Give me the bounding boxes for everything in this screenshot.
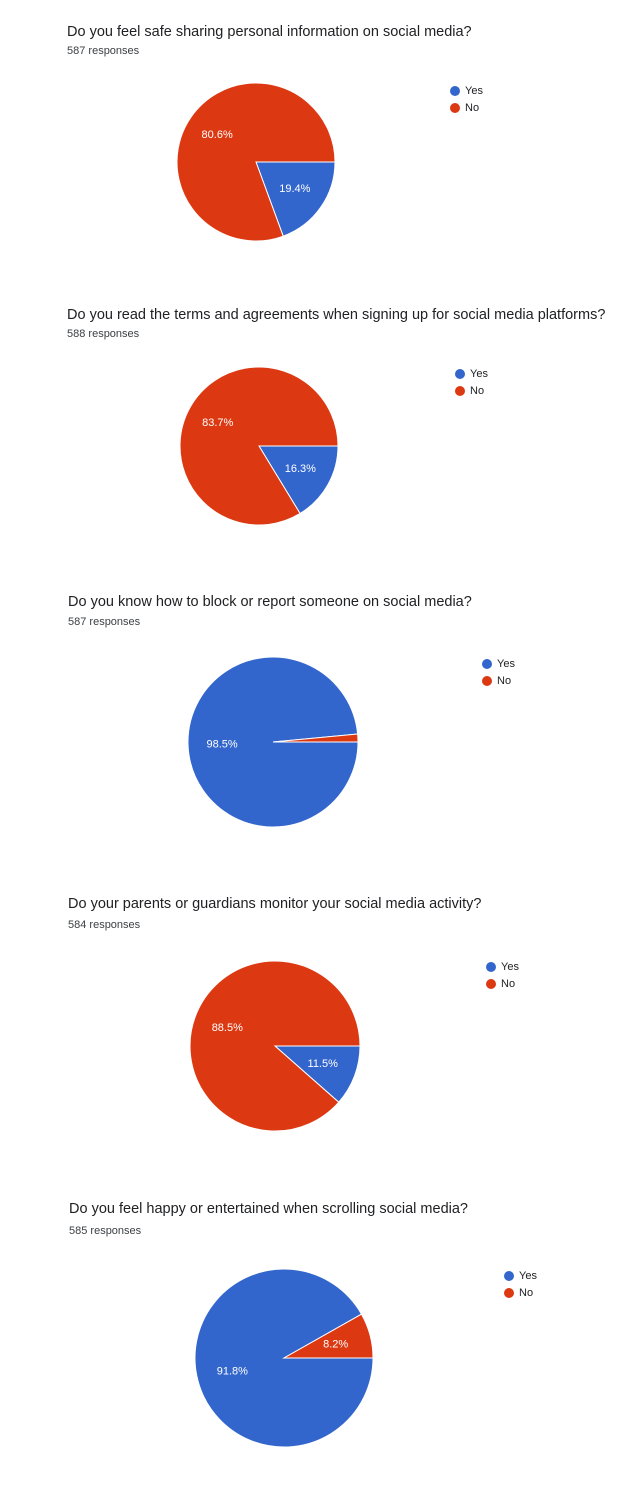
legend-label: Yes: [519, 1269, 537, 1282]
slice-label: 91.8%: [217, 1366, 248, 1378]
legend-item-no: No: [482, 672, 515, 689]
chart-title: Do you know how to block or report someo…: [68, 594, 472, 610]
chart-panel: Do you know how to block or report someo…: [0, 570, 622, 870]
legend-label: Yes: [465, 84, 483, 97]
legend-dot-icon: [450, 85, 460, 96]
legend-item-yes: Yes: [482, 655, 515, 672]
legend-label: Yes: [470, 367, 488, 380]
chart-panel: Do you feel safe sharing personal inform…: [0, 0, 622, 300]
legend-item-no: No: [504, 1284, 537, 1301]
chart-legend: Yes No: [450, 82, 483, 116]
pie-chart: 16.3% 83.7%: [179, 366, 339, 526]
pie-slice-no: [272, 733, 359, 743]
chart-legend: Yes No: [504, 1267, 537, 1301]
legend-dot-icon: [450, 102, 460, 113]
chart-legend: Yes No: [486, 958, 519, 992]
slice-label: 80.6%: [202, 129, 233, 141]
pie-slice-no: [282, 1313, 374, 1359]
slice-label: 83.7%: [202, 417, 233, 429]
pie-chart: 19.4% 80.6%: [176, 82, 336, 242]
slice-label: 11.5%: [308, 1058, 339, 1070]
pie-chart: 11.5% 88.5%: [189, 960, 361, 1132]
legend-dot-icon: [486, 961, 496, 972]
response-count: 585 responses: [69, 1225, 142, 1237]
legend-label: No: [470, 384, 485, 397]
pie-slice-yes: [255, 161, 336, 237]
legend-label: No: [501, 977, 516, 990]
legend-dot-icon: [482, 675, 492, 686]
legend-dot-icon: [504, 1287, 514, 1298]
legend-item-no: No: [486, 975, 519, 992]
pie-slice-no: [189, 960, 361, 1132]
pie-slice-yes: [258, 445, 339, 515]
chart-legend: Yes No: [482, 655, 515, 689]
pie-chart: 91.8% 8.2%: [194, 1268, 374, 1448]
response-count: 588 responses: [67, 328, 140, 340]
legend-label: Yes: [497, 657, 515, 670]
legend-item-yes: Yes: [455, 365, 488, 382]
legend-item-no: No: [455, 382, 488, 399]
slice-label: 16.3%: [285, 463, 316, 475]
legend-dot-icon: [455, 368, 465, 379]
legend-dot-icon: [504, 1270, 514, 1281]
legend-label: No: [519, 1286, 534, 1299]
response-count: 584 responses: [68, 919, 141, 931]
legend-item-yes: Yes: [504, 1267, 537, 1284]
slice-label: 98.5%: [206, 738, 237, 750]
slice-label: 88.5%: [212, 1022, 243, 1034]
pie-slice-no: [176, 82, 336, 242]
response-count: 587 responses: [68, 616, 141, 628]
chart-legend: Yes No: [455, 365, 488, 399]
legend-dot-icon: [455, 385, 465, 396]
legend-label: No: [497, 674, 512, 687]
pie-slice-no: [179, 366, 339, 526]
pie-chart: 98.5%: [187, 656, 359, 828]
slice-label: 19.4%: [279, 183, 310, 195]
response-count: 587 responses: [67, 45, 140, 57]
chart-panel: Do you feel happy or entertained when sc…: [0, 1180, 622, 1480]
chart-panel: Do your parents or guardians monitor you…: [0, 875, 622, 1175]
legend-dot-icon: [482, 658, 492, 669]
legend-item-no: No: [450, 99, 483, 116]
chart-title: Do you read the terms and agreements whe…: [67, 307, 606, 323]
chart-title: Do you feel safe sharing personal inform…: [67, 24, 472, 40]
chart-title: Do your parents or guardians monitor you…: [68, 896, 482, 912]
legend-label: Yes: [501, 960, 519, 973]
slice-label: 8.2%: [323, 1338, 348, 1350]
chart-title: Do you feel happy or entertained when sc…: [69, 1201, 468, 1217]
legend-item-yes: Yes: [486, 958, 519, 975]
legend-label: No: [465, 101, 480, 114]
legend-dot-icon: [486, 978, 496, 989]
legend-item-yes: Yes: [450, 82, 483, 99]
chart-panel: Do you read the terms and agreements whe…: [0, 285, 622, 585]
